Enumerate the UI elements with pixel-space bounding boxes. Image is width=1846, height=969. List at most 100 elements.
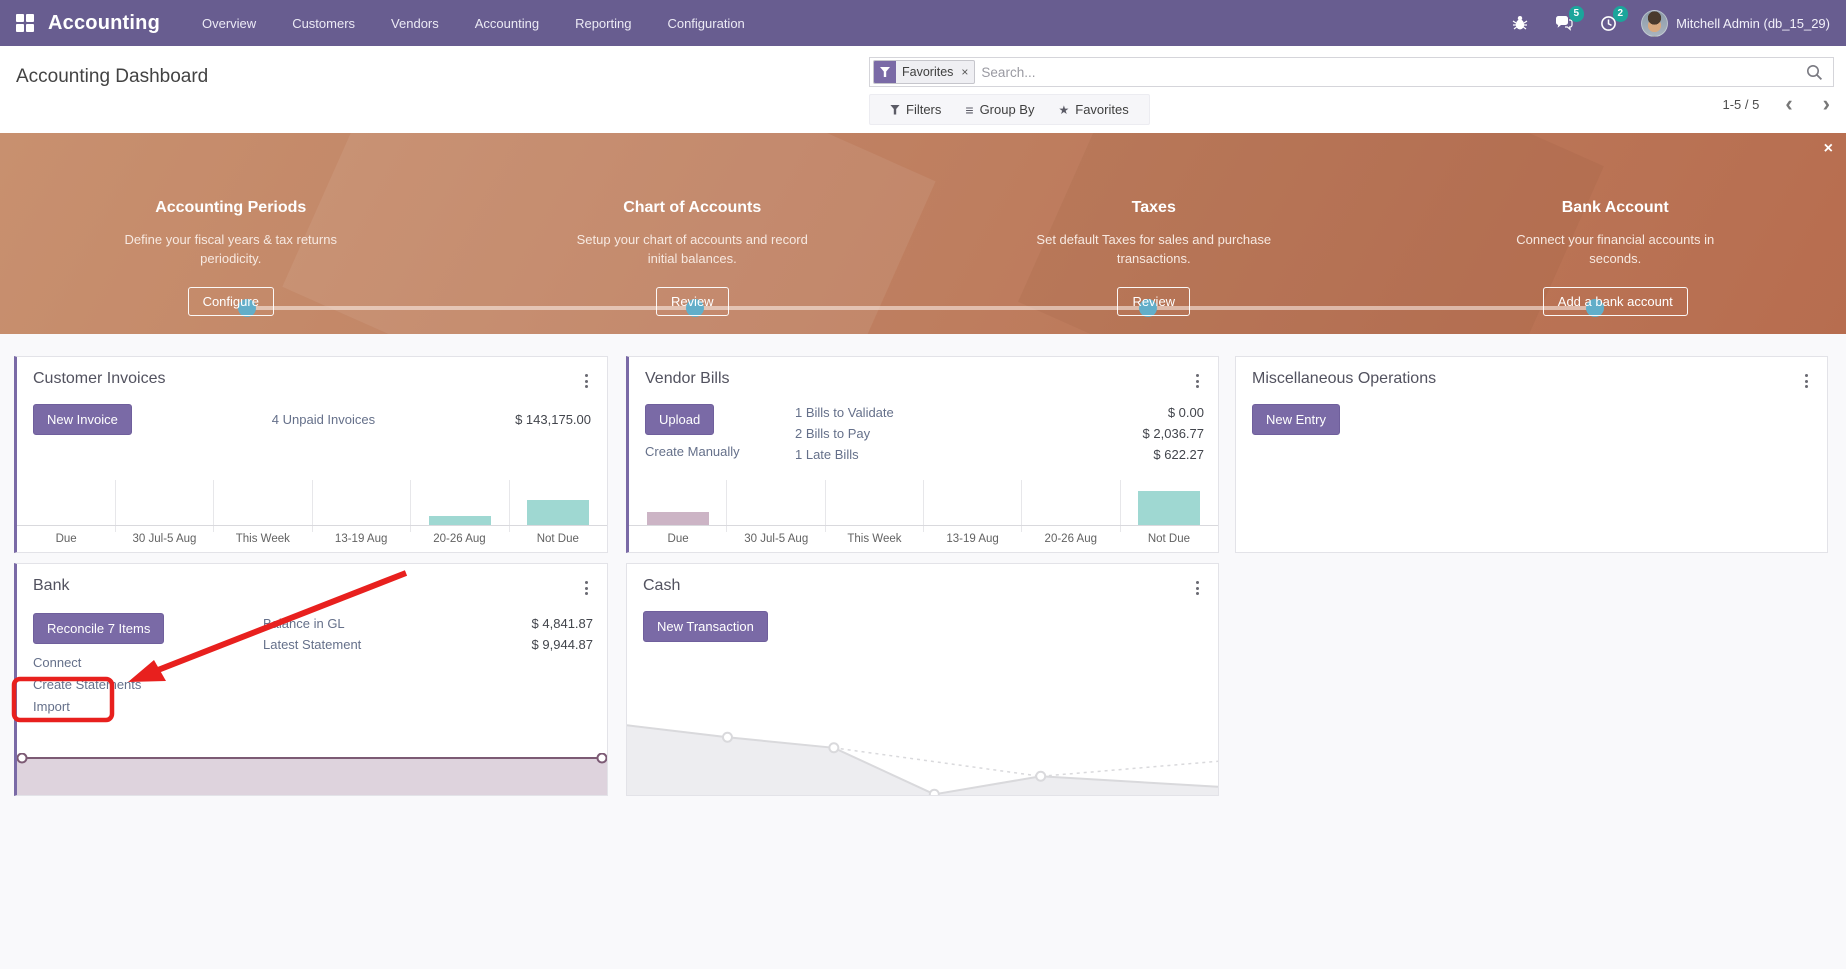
pager-range: 1-5 / 5	[1722, 96, 1760, 112]
card-kebab-menu-icon[interactable]	[1191, 577, 1204, 599]
review-chart-of-accounts-button[interactable]: Review	[655, 286, 729, 316]
navbar-right: 5 2 Mitchell Admin (db_15_29)	[1509, 6, 1846, 37]
menu-customers[interactable]: Customers	[292, 15, 356, 31]
new-transaction-button[interactable]: New Transaction	[643, 611, 768, 642]
bar-column[interactable]	[1119, 480, 1218, 532]
bar-column[interactable]	[922, 480, 1021, 532]
onboarding-banner: × Accounting Periods Define your fiscal …	[0, 133, 1846, 334]
group-by-button[interactable]: ≡ Group By	[955, 99, 1044, 120]
filter-funnel-icon	[890, 104, 900, 115]
create-statements-link[interactable]: Create Statements	[33, 677, 142, 692]
bar-column[interactable]	[114, 480, 214, 532]
latest-statement-amount: $ 9,944.87	[531, 637, 593, 652]
activities-badge: 2	[1612, 6, 1629, 22]
user-name: Mitchell Admin (db_15_29)	[1676, 15, 1830, 31]
card-kebab-menu-icon[interactable]	[1800, 370, 1813, 392]
bills-to-validate-link[interactable]: 1 Bills to Validate	[795, 405, 894, 420]
new-entry-button[interactable]: New Entry	[1252, 404, 1340, 435]
banner-close-icon[interactable]: ×	[1823, 140, 1833, 157]
bar-column[interactable]	[508, 480, 608, 532]
bar-column[interactable]	[311, 480, 411, 532]
card-kebab-menu-icon[interactable]	[1191, 370, 1204, 392]
filters-button[interactable]: Filters	[880, 99, 951, 120]
card-kebab-menu-icon[interactable]	[580, 370, 593, 392]
menu-accounting[interactable]: Accounting	[474, 15, 540, 31]
favorites-button[interactable]: ★ Favorites	[1048, 99, 1138, 120]
bar[interactable]	[428, 516, 491, 526]
facet-remove-icon[interactable]: ×	[961, 65, 969, 79]
bar-category-label: Due	[667, 533, 689, 545]
customer-invoices-bar-chart[interactable]: Due 30 Jul-5 Aug This Week 13-19 Aug 20-26 A…	[17, 480, 607, 552]
top-navbar: Accounting Overview Customers Vendors Ac…	[0, 0, 1846, 46]
activities-clock-icon[interactable]: 2	[1597, 6, 1629, 34]
debug-bug-icon[interactable]	[1509, 12, 1531, 34]
bar-column[interactable]	[1021, 480, 1119, 532]
unpaid-invoices-link[interactable]: 4 Unpaid Invoices	[271, 411, 376, 427]
group-by-icon: ≡	[965, 101, 974, 118]
pager: 1-5 / 5 ‹ ›	[1722, 91, 1830, 116]
search-icon[interactable]	[1806, 64, 1827, 81]
page-title: Accounting Dashboard	[16, 66, 209, 87]
app-brand[interactable]: Accounting	[48, 11, 160, 34]
filters-label: Filters	[906, 102, 942, 117]
facet-filter-icon	[874, 61, 896, 83]
menu-vendors[interactable]: Vendors	[391, 15, 439, 31]
step-title: Accounting Periods	[155, 199, 307, 216]
step-dot-taxes	[1139, 299, 1157, 317]
configure-button[interactable]: Configure	[187, 286, 274, 316]
bar-column[interactable]	[726, 480, 824, 532]
step-description: Define your fiscal years & tax returns p…	[124, 232, 337, 266]
bar-column[interactable]	[629, 480, 726, 532]
menu-overview[interactable]: Overview	[202, 15, 257, 31]
bar-column[interactable]	[824, 480, 923, 532]
star-icon: ★	[1058, 102, 1070, 117]
step-description: Setup your chart of accounts and record …	[576, 232, 808, 266]
vendor-bills-bar-chart[interactable]: Due 30 Jul-5 Aug This Week 13-19 Aug 20-26 A…	[629, 480, 1218, 552]
late-bills-link[interactable]: 1 Late Bills	[795, 447, 859, 462]
pager-previous-icon[interactable]: ‹	[1785, 91, 1793, 116]
bar-category-label: 20-26 Aug	[1044, 533, 1097, 545]
create-manually-link[interactable]: Create Manually	[645, 444, 740, 459]
bar-category-label: 30 Jul-5 Aug	[132, 533, 197, 545]
bar-column[interactable]	[213, 480, 312, 532]
search-facet-favorites[interactable]: Favorites ×	[873, 60, 976, 84]
connect-link[interactable]: Connect	[33, 655, 82, 670]
reconcile-items-button[interactable]: Reconcile 7 Items	[33, 613, 165, 644]
group-by-label: Group By	[979, 102, 1035, 117]
bills-to-validate-amount: $ 0.00	[1167, 405, 1204, 420]
import-link[interactable]: Import	[33, 699, 70, 714]
pager-next-icon[interactable]: ›	[1822, 91, 1830, 116]
bills-to-validate-row: 1 Bills to Validate $ 0.00	[795, 404, 1204, 421]
search-bar[interactable]: Favorites ×	[869, 57, 1834, 87]
user-menu[interactable]: Mitchell Admin (db_15_29)	[1641, 9, 1830, 37]
bar[interactable]	[1138, 491, 1201, 526]
messages-icon[interactable]: 5	[1553, 6, 1585, 34]
bar-category-label: 13-19 Aug	[334, 533, 388, 545]
balance-in-gl-label: Balance in GL	[263, 616, 345, 631]
step-title: Bank Account	[1561, 199, 1669, 216]
main-menu: Overview Customers Vendors Accounting Re…	[202, 2, 745, 45]
late-bills-row: 1 Late Bills $ 622.27	[795, 446, 1204, 463]
bank-balance-area-chart[interactable]	[16, 752, 608, 795]
review-taxes-button[interactable]: Review	[1117, 286, 1191, 316]
search-input[interactable]	[981, 64, 1806, 80]
onboarding-step-taxes: Taxes Set default Taxes for sales and pu…	[923, 133, 1385, 334]
new-invoice-button[interactable]: New Invoice	[33, 404, 132, 435]
add-bank-account-button[interactable]: Add a bank account	[1542, 286, 1688, 316]
upload-button[interactable]: Upload	[645, 404, 715, 435]
bar-category-label: Not Due	[536, 533, 579, 545]
apps-menu-icon[interactable]	[16, 14, 34, 32]
bar[interactable]	[646, 512, 709, 526]
cash-balance-area-chart[interactable]	[626, 720, 1219, 800]
bar-column[interactable]	[410, 480, 509, 532]
bills-to-pay-link[interactable]: 2 Bills to Pay	[795, 426, 871, 441]
menu-configuration[interactable]: Configuration	[667, 15, 745, 31]
onboarding-step-accounting-periods: Accounting Periods Define your fiscal ye…	[0, 133, 462, 334]
card-kebab-menu-icon[interactable]	[580, 577, 593, 599]
latest-statement-label: Latest Statement	[263, 637, 362, 652]
menu-reporting[interactable]: Reporting	[575, 15, 632, 31]
card-title: Miscellaneous Operations	[1252, 370, 1437, 387]
card-title: Cash	[643, 577, 681, 594]
bar[interactable]	[527, 500, 590, 526]
